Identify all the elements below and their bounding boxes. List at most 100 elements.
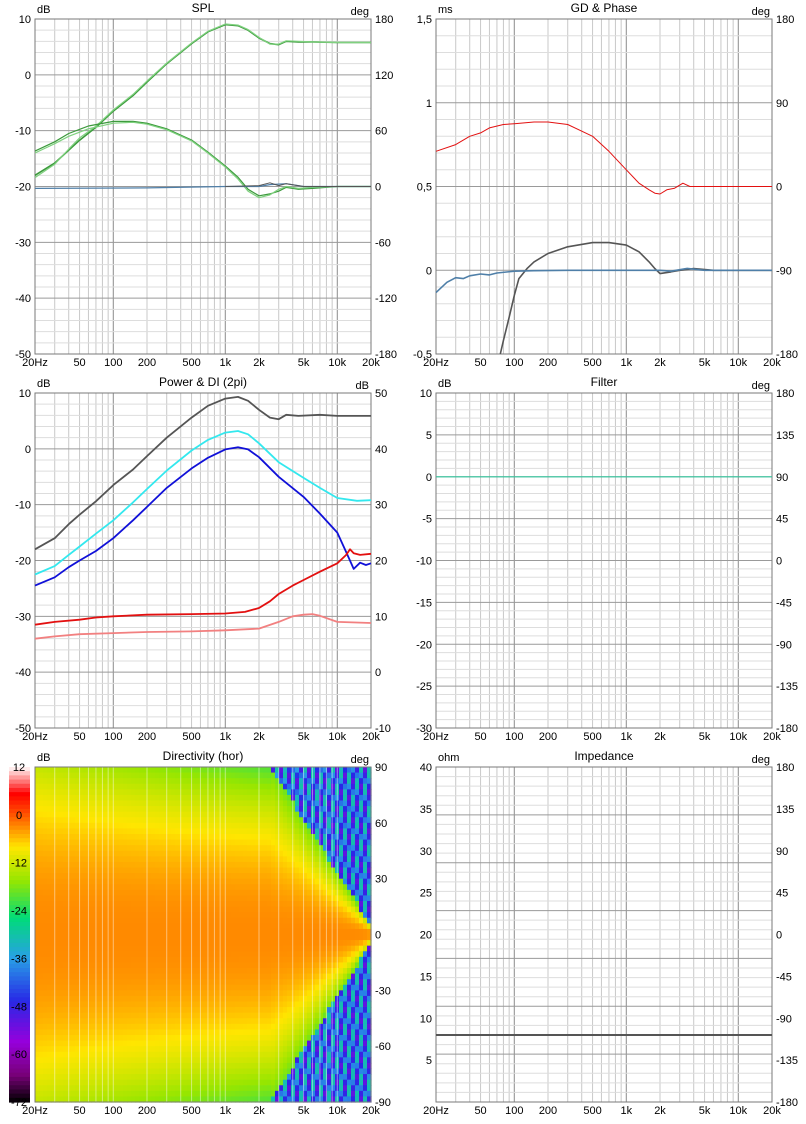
heatmap-cell [163, 912, 168, 919]
heatmap-cell [195, 901, 200, 908]
heatmap-cell [163, 1074, 168, 1081]
x-tick: 200 [138, 731, 156, 743]
heatmap-cell [243, 867, 248, 874]
heatmap-cell [239, 867, 244, 874]
heatmap-cell [67, 867, 72, 874]
heatmap-cell [159, 1074, 164, 1081]
heatmap-cell [127, 979, 132, 986]
heatmap-cell [75, 839, 80, 846]
heatmap-cell [339, 822, 344, 830]
heatmap-cell [191, 1062, 196, 1070]
heatmap-cell [119, 951, 124, 958]
heatmap-cell [155, 800, 160, 807]
heatmap-cell [35, 1046, 40, 1053]
heatmap-cell [303, 1079, 308, 1086]
heatmap-cell [147, 789, 152, 796]
heatmap-cell [255, 895, 260, 902]
heatmap-cell [147, 839, 152, 846]
heatmap-cell [47, 979, 52, 986]
series-line-1 [34, 23, 371, 179]
heatmap-cell [211, 951, 216, 958]
heatmap-cell [63, 783, 68, 790]
heatmap-cell [203, 839, 208, 846]
heatmap-cell [231, 1057, 236, 1064]
heatmap-cell [235, 928, 240, 936]
heatmap-cell [43, 1046, 48, 1053]
heatmap-cell [299, 906, 304, 913]
heatmap-cell [323, 845, 328, 852]
heatmap-cell [243, 1040, 248, 1047]
heatmap-cell [83, 794, 88, 802]
heatmap-cell [67, 783, 72, 790]
heatmap-cell [147, 806, 152, 813]
heatmap-cell [99, 1057, 104, 1064]
heatmap-cell [331, 956, 336, 964]
heatmap-cell [191, 912, 196, 919]
heatmap-cell [175, 1040, 180, 1047]
heatmap-cell [287, 984, 292, 991]
heatmap-cell [79, 928, 84, 936]
heatmap-cell [255, 984, 260, 991]
heatmap-cell [307, 1007, 312, 1014]
heatmap-cell [151, 794, 156, 802]
heatmap-cell [231, 962, 236, 969]
heatmap-cell [131, 789, 136, 796]
heatmap-cell [139, 934, 144, 941]
heatmap-cell [339, 1085, 344, 1092]
heatmap-cell [315, 1018, 320, 1025]
heatmap-cell [267, 850, 272, 857]
heatmap-cell [195, 861, 200, 869]
heatmap-cell [251, 889, 256, 897]
heatmap-cell [131, 834, 136, 841]
heatmap-cell [191, 850, 196, 857]
heatmap-cell [135, 906, 140, 913]
heatmap-cell [255, 806, 260, 813]
heatmap-cell [195, 895, 200, 902]
heatmap-cell [71, 1062, 76, 1070]
heatmap-cell [339, 1074, 344, 1081]
heatmap-cell [95, 1001, 100, 1008]
heatmap-cell [103, 906, 108, 913]
heatmap-cell [287, 800, 292, 807]
heatmap-cell [143, 778, 148, 785]
y-tick-right: 50 [375, 388, 387, 400]
heatmap-cell [239, 1051, 244, 1058]
heatmap-cell [123, 800, 128, 807]
heatmap-cell [255, 940, 260, 947]
heatmap-cell [59, 783, 64, 790]
heatmap-cell [207, 1085, 212, 1092]
heatmap-cell [115, 800, 120, 807]
heatmap-cell [119, 1029, 124, 1036]
heatmap-cell [323, 940, 328, 947]
heatmap-cell [51, 912, 56, 919]
heatmap-cell [143, 945, 148, 952]
heatmap-cell [135, 767, 140, 774]
heatmap-cell [63, 817, 68, 824]
heatmap-cell [243, 794, 248, 802]
heatmap-cell [107, 789, 112, 796]
heatmap-cell [303, 1035, 308, 1042]
heatmap-cell [99, 845, 104, 852]
heatmap-cell [115, 979, 120, 986]
heatmap-cell [291, 990, 296, 997]
heatmap-cell [211, 1018, 216, 1025]
heatmap-cell [251, 845, 256, 852]
heatmap-cell [71, 1018, 76, 1025]
heatmap-cell [55, 1096, 60, 1103]
heatmap-cell [167, 1085, 172, 1092]
heatmap-cell [287, 806, 292, 813]
heatmap-cell [79, 867, 84, 874]
heatmap-cell [207, 828, 212, 835]
heatmap-cell [219, 822, 224, 830]
heatmap-cell [191, 1046, 196, 1053]
heatmap-cell [103, 817, 108, 824]
heatmap-cell [271, 856, 276, 863]
heatmap-cell [239, 901, 244, 908]
heatmap-cell [335, 856, 340, 863]
heatmap-cell [299, 1040, 304, 1047]
heatmap-cell [51, 1079, 56, 1086]
heatmap-cell [299, 912, 304, 919]
heatmap-cell [219, 794, 224, 802]
heatmap-cell [271, 956, 276, 964]
